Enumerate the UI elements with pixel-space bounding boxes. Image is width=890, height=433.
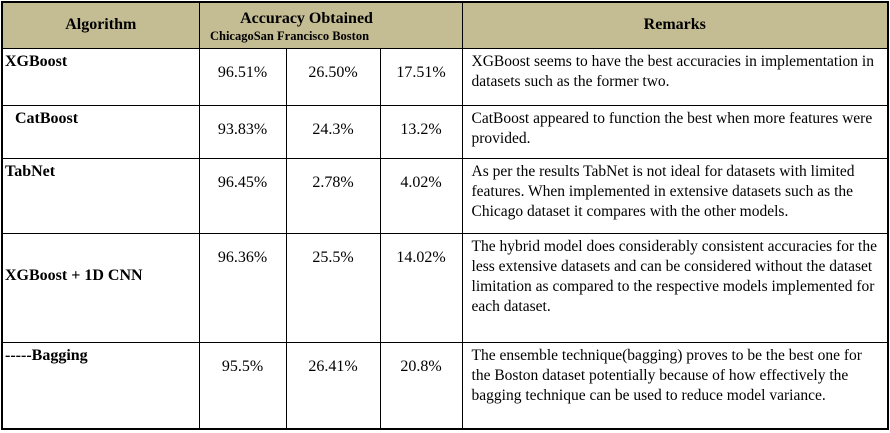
algorithm-cell: -----Bagging bbox=[1, 341, 200, 430]
accuracy-boston-cell: 17.51% bbox=[379, 47, 463, 106]
accuracy-san-francisco-cell: 24.3% bbox=[285, 104, 381, 159]
table-row-catboost: CatBoost 93.83% 24.3% 13.2% CatBoost app… bbox=[1, 104, 889, 159]
accuracy-san-francisco-cell: 25.5% bbox=[285, 232, 381, 343]
accuracy-chicago-cell: 95.5% bbox=[198, 341, 287, 430]
accuracy-chicago-cell: 96.36% bbox=[198, 232, 287, 343]
accuracy-chicago-cell: 93.83% bbox=[198, 104, 287, 159]
column-header-remarks: Remarks bbox=[461, 1, 889, 49]
table-row-xgboost-1d-cnn: XGBoost + 1D CNN 96.36% 25.5% 14.02% The… bbox=[1, 232, 889, 343]
remarks-cell: CatBoost appeared to function the best w… bbox=[461, 104, 889, 159]
table-row-bagging: -----Bagging 95.5% 26.41% 20.8% The ense… bbox=[1, 341, 889, 430]
column-header-algorithm: Algorithm bbox=[1, 1, 200, 49]
accuracy-boston-cell: 20.8% bbox=[379, 341, 463, 430]
remarks-cell: The hybrid model does considerably consi… bbox=[461, 232, 889, 343]
accuracy-san-francisco-cell: 2.78% bbox=[285, 157, 381, 234]
algorithm-cell: XGBoost + 1D CNN bbox=[1, 232, 200, 343]
accuracy-header-datasets: ChicagoSan Francisco Boston bbox=[209, 29, 370, 43]
algorithm-cell: CatBoost bbox=[1, 104, 200, 159]
algorithm-cell: XGBoost bbox=[1, 47, 200, 106]
accuracy-chicago-cell: 96.45% bbox=[198, 157, 287, 234]
accuracy-header-title: Accuracy Obtained bbox=[240, 10, 373, 27]
header-row: Algorithm Accuracy Obtained ChicagoSan F… bbox=[1, 1, 889, 49]
accuracy-chicago-cell: 96.51% bbox=[198, 47, 287, 106]
accuracy-boston-cell: 13.2% bbox=[379, 104, 463, 159]
table-row-tabnet: TabNet 96.45% 2.78% 4.02% As per the res… bbox=[1, 157, 889, 234]
accuracy-boston-cell: 14.02% bbox=[379, 232, 463, 343]
remarks-cell: As per the results TabNet is not ideal f… bbox=[461, 157, 889, 234]
accuracy-san-francisco-cell: 26.41% bbox=[285, 341, 381, 430]
accuracy-san-francisco-cell: 26.50% bbox=[285, 47, 381, 106]
accuracy-boston-cell: 4.02% bbox=[379, 157, 463, 234]
remarks-cell: XGBoost seems to have the best accuracie… bbox=[461, 47, 889, 106]
remarks-cell: The ensemble technique(bagging) proves t… bbox=[461, 341, 889, 430]
algorithm-cell: TabNet bbox=[1, 157, 200, 234]
table-row-xgboost: XGBoost 96.51% 26.50% 17.51% XGBoost see… bbox=[1, 47, 889, 106]
column-header-accuracy: Accuracy Obtained ChicagoSan Francisco B… bbox=[198, 1, 463, 49]
